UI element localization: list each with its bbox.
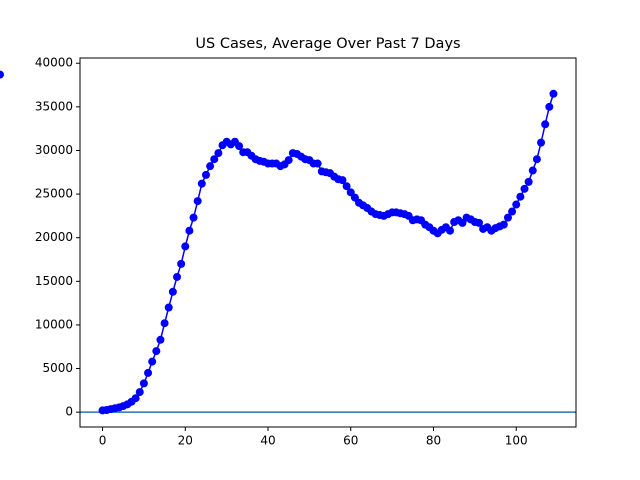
y-tick-label: 30000 — [35, 143, 73, 157]
y-tick-label: 10000 — [35, 317, 73, 331]
y-tick-label: 40000 — [35, 56, 73, 70]
y-tick-label: 20000 — [35, 230, 73, 244]
point — [528, 166, 537, 175]
point — [516, 192, 525, 201]
point — [201, 170, 210, 179]
point — [342, 182, 351, 191]
point — [173, 272, 182, 281]
point — [474, 218, 483, 227]
point — [284, 156, 293, 165]
point — [181, 242, 190, 251]
point — [532, 155, 541, 164]
y-tick-label: 15000 — [35, 274, 73, 288]
point — [160, 319, 169, 328]
point — [338, 176, 347, 185]
point — [131, 394, 140, 403]
point — [206, 162, 215, 171]
x-tick-label: 20 — [178, 434, 193, 448]
y-tick-label: 25000 — [35, 187, 73, 201]
y-tick-label: 5000 — [42, 361, 73, 375]
point — [503, 213, 512, 222]
point — [446, 226, 455, 235]
y-tick-label: 0 — [65, 405, 73, 419]
x-tick-label: 0 — [99, 434, 107, 448]
point — [164, 303, 173, 312]
x-tick-label: 100 — [505, 434, 528, 448]
series-line — [102, 93, 555, 412]
point — [168, 287, 177, 296]
point — [537, 138, 546, 147]
point — [0, 70, 4, 79]
point — [549, 89, 558, 98]
point — [313, 159, 322, 168]
point — [193, 197, 202, 206]
point — [541, 120, 550, 129]
x-tick-label: 60 — [343, 434, 358, 448]
point — [148, 357, 157, 366]
point — [144, 368, 153, 377]
plot-frame — [79, 57, 577, 428]
y-tick-label: 35000 — [35, 99, 73, 113]
point — [197, 179, 206, 188]
point — [189, 213, 198, 222]
point — [508, 207, 517, 216]
point — [185, 226, 194, 235]
point — [214, 149, 223, 158]
point — [235, 142, 244, 151]
x-tick-label: 40 — [260, 434, 275, 448]
chart-title: US Cases, Average Over Past 7 Days — [195, 36, 460, 52]
point — [156, 335, 165, 344]
point — [139, 379, 148, 388]
point — [177, 259, 186, 268]
point — [210, 155, 219, 164]
point — [520, 184, 529, 193]
point — [135, 388, 144, 397]
point — [499, 220, 508, 229]
point — [512, 200, 521, 209]
point — [524, 177, 533, 186]
point — [545, 102, 554, 111]
x-tick-label: 80 — [426, 434, 441, 448]
point — [152, 347, 161, 356]
